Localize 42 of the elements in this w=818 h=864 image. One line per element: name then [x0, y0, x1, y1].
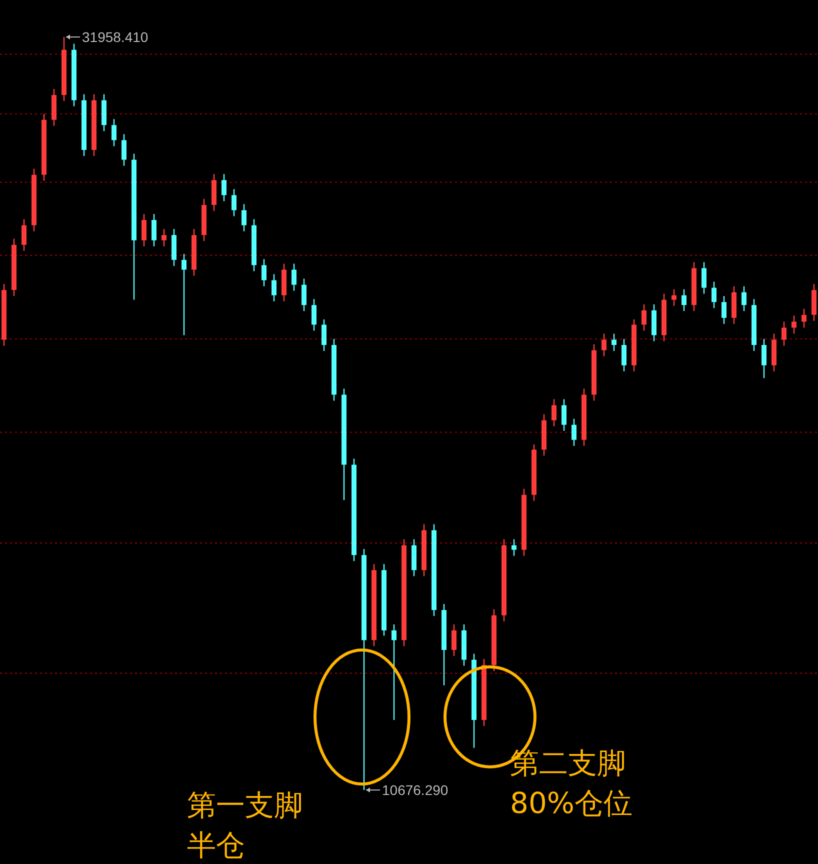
- candlestick: [122, 134, 126, 166]
- candlestick: [682, 288, 686, 312]
- candlestick: [322, 318, 326, 352]
- text: 半仓: [187, 828, 245, 862]
- candlestick: [512, 538, 516, 556]
- candlestick: [802, 308, 806, 328]
- candlestick: [302, 278, 306, 312]
- candlestick: [622, 338, 626, 372]
- candlestick: [672, 288, 676, 306]
- candlestick: [162, 228, 166, 247]
- candlestick: [762, 338, 766, 379]
- candlestick: [552, 398, 556, 427]
- candlestick: [642, 304, 646, 332]
- candlestick: [222, 173, 226, 202]
- annotation: 第二支脚: [510, 746, 626, 780]
- annotation: 31958.410: [82, 29, 148, 45]
- candlestick: [792, 315, 796, 334]
- candlestick: [182, 253, 186, 336]
- candlestick: [142, 213, 146, 247]
- candlestick: [602, 333, 606, 357]
- candlestick: [562, 398, 566, 432]
- candlestick: [712, 281, 716, 309]
- annotation: 第一支脚: [187, 788, 303, 822]
- candlestick: [452, 624, 456, 657]
- candlestick: [262, 258, 266, 287]
- candlestick: [152, 213, 156, 247]
- candlestick: [242, 204, 246, 232]
- candlestick: [722, 295, 726, 324]
- candlestick: [292, 263, 296, 292]
- candlestick: [312, 298, 316, 332]
- annotation: 80%仓位: [510, 786, 632, 820]
- candlestick: [112, 118, 116, 147]
- candlestick: [782, 321, 786, 346]
- candlestick: [272, 274, 276, 302]
- annotation: 10676.290: [382, 782, 448, 798]
- candlestick: [22, 218, 26, 252]
- candlestick: [572, 418, 576, 446]
- candlestick: [742, 286, 746, 312]
- candlestick: [392, 624, 396, 721]
- candlestick: [232, 188, 236, 217]
- candlestick: [702, 262, 706, 294]
- candlestick: [612, 333, 616, 352]
